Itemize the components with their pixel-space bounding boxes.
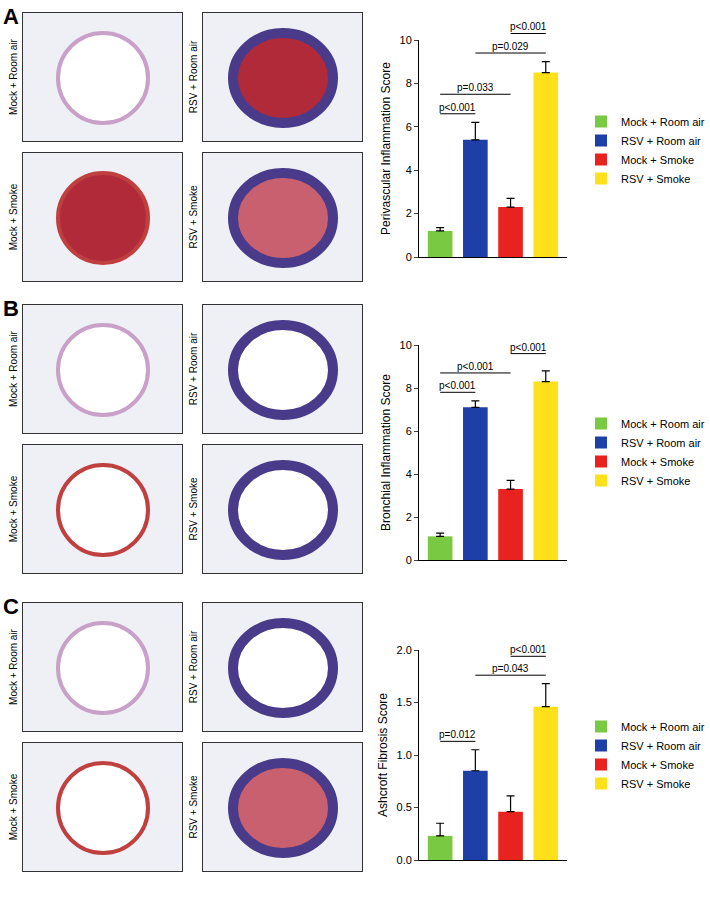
svg-text:10: 10 xyxy=(400,34,412,46)
html-text:RSV + Room air: RSV + Room air xyxy=(188,40,199,114)
svg-text:10: 10 xyxy=(400,339,412,351)
svg-text:1.0: 1.0 xyxy=(397,749,412,761)
html-text:Mock + Room air: Mock + Room air xyxy=(8,629,19,705)
svg-text:p<0.001: p<0.001 xyxy=(510,644,547,655)
svg-text:4: 4 xyxy=(406,164,412,176)
svg-text:Mock + Room air: Mock + Room air xyxy=(621,721,705,733)
svg-text:0.5: 0.5 xyxy=(397,801,412,813)
svg-text:2: 2 xyxy=(406,207,412,219)
svg-text:RSV + Smoke: RSV + Smoke xyxy=(621,778,690,790)
html-text:C: C xyxy=(3,594,19,619)
html-text:RSV + Smoke: RSV + Smoke xyxy=(188,775,199,839)
svg-text:0: 0 xyxy=(406,251,412,263)
html-text:Mock + Smoke: Mock + Smoke xyxy=(8,475,19,543)
svg-text:RSV + Room air: RSV + Room air xyxy=(621,437,701,449)
svg-text:Mock + Room air: Mock + Room air xyxy=(621,418,705,430)
html-text:RSV + Smoke: RSV + Smoke xyxy=(188,185,199,249)
svg-text:6: 6 xyxy=(406,121,412,133)
html-text:Mock + Room air: Mock + Room air xyxy=(8,331,19,407)
svg-text:Mock + Smoke: Mock + Smoke xyxy=(621,154,694,166)
svg-text:2: 2 xyxy=(406,511,412,523)
html-text:RSV + Room air: RSV + Room air xyxy=(188,332,199,406)
svg-text:6: 6 xyxy=(406,425,412,437)
html-text:Mock + Room air: Mock + Room air xyxy=(8,39,19,115)
svg-text:0: 0 xyxy=(406,554,412,566)
svg-text:p<0.001: p<0.001 xyxy=(439,102,476,113)
html-text:RSV + Smoke: RSV + Smoke xyxy=(188,477,199,541)
svg-text:4: 4 xyxy=(406,468,412,480)
svg-text:p=0.012: p=0.012 xyxy=(439,729,476,740)
svg-text:p=0.043: p=0.043 xyxy=(492,663,529,674)
svg-text:8: 8 xyxy=(406,382,412,394)
svg-text:2.0: 2.0 xyxy=(397,644,412,656)
svg-text:p<0.001: p<0.001 xyxy=(439,380,476,391)
svg-text:RSV + Room air: RSV + Room air xyxy=(621,135,701,147)
svg-text:1.5: 1.5 xyxy=(397,696,412,708)
svg-text:p=0.033: p=0.033 xyxy=(457,82,494,93)
svg-text:Mock + Smoke: Mock + Smoke xyxy=(621,759,694,771)
html-text:Mock + Smoke: Mock + Smoke xyxy=(8,183,19,251)
html-text:B: B xyxy=(3,296,19,321)
html-text:A: A xyxy=(3,4,19,29)
svg-text:p<0.001: p<0.001 xyxy=(510,342,547,353)
html-text:Mock + Smoke: Mock + Smoke xyxy=(8,773,19,841)
svg-text:RSV + Smoke: RSV + Smoke xyxy=(621,475,690,487)
html-text:RSV + Room air: RSV + Room air xyxy=(188,630,199,704)
svg-text:Mock + Smoke: Mock + Smoke xyxy=(621,456,694,468)
svg-text:RSV + Room air: RSV + Room air xyxy=(621,740,701,752)
svg-text:p<0.001: p<0.001 xyxy=(457,361,494,372)
svg-text:Mock + Room air: Mock + Room air xyxy=(621,116,705,128)
svg-text:p<0.001: p<0.001 xyxy=(510,21,547,32)
svg-text:RSV + Smoke: RSV + Smoke xyxy=(621,173,690,185)
svg-text:Ashcroft Fibrosis Score: Ashcroft Fibrosis Score xyxy=(376,693,390,817)
svg-text:8: 8 xyxy=(406,77,412,89)
svg-text:0.0: 0.0 xyxy=(397,854,412,866)
svg-text:Perivascular Inflammation Scor: Perivascular Inflammation Score xyxy=(379,62,393,235)
svg-text:Bronchial Inflammation Score: Bronchial Inflammation Score xyxy=(379,374,393,531)
svg-text:p=0.029: p=0.029 xyxy=(492,41,529,52)
